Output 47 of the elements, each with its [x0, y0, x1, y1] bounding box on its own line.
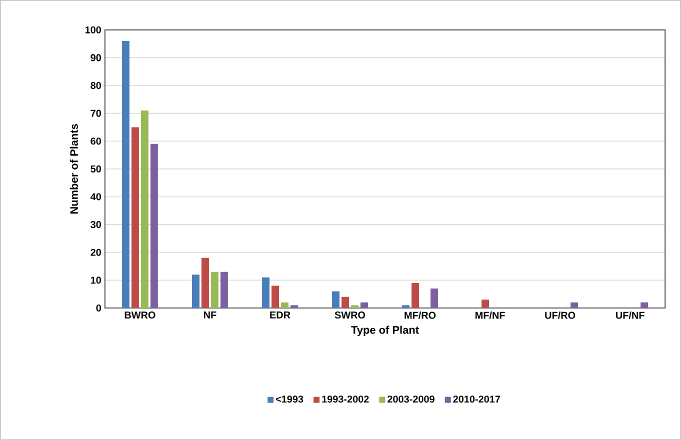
legend-label: <1993 [276, 396, 304, 403]
bar [150, 144, 158, 308]
bar [201, 258, 209, 308]
bar [290, 305, 298, 308]
bar [412, 282, 420, 308]
y-tick-label: 80 [90, 82, 102, 90]
y-tick-label: 0 [96, 304, 102, 312]
bar [192, 274, 200, 308]
legend-label: 1993-2002 [322, 396, 369, 403]
bar [342, 296, 350, 308]
y-tick-label: 30 [90, 221, 102, 228]
y-tick-label: 40 [90, 193, 102, 200]
x-tick-label: UF/NF [616, 312, 644, 319]
bar [131, 127, 139, 308]
y-tick-label: 60 [90, 138, 102, 145]
bar [570, 302, 578, 308]
y-axis-title: Number of Plants [70, 124, 78, 214]
x-tick-label: EDR [270, 312, 290, 318]
bar [402, 305, 410, 308]
x-tick-label: MF/RO [404, 312, 436, 319]
bar [351, 305, 359, 308]
y-tick-label: 10 [90, 276, 102, 284]
bar [360, 302, 368, 308]
bar [640, 302, 648, 308]
bar [140, 110, 148, 308]
bar [220, 272, 228, 308]
y-tick-label: 50 [90, 165, 102, 172]
bar [430, 288, 438, 308]
y-tick-label: 20 [90, 248, 102, 256]
x-tick-label: MF/NF [476, 312, 505, 319]
y-tick-label: 100 [85, 26, 102, 34]
bar [210, 272, 218, 308]
x-tick-label: NF [204, 312, 216, 318]
bar [332, 291, 340, 308]
y-tick-label: 90 [90, 54, 102, 62]
x-tick-label: BWRO [124, 312, 156, 319]
x-axis-title: Type of Plant [351, 326, 419, 336]
legend-label: 2010-2017 [453, 396, 500, 403]
x-tick-label: UF/RO [545, 312, 576, 319]
bar [280, 302, 288, 308]
bar [122, 41, 130, 308]
x-tick-label: SWRO [334, 312, 366, 319]
bar [262, 277, 270, 308]
y-tick-label: 70 [90, 110, 102, 117]
bar [482, 300, 490, 308]
bar [271, 286, 279, 308]
legend-label: 2003-2009 [388, 396, 434, 403]
